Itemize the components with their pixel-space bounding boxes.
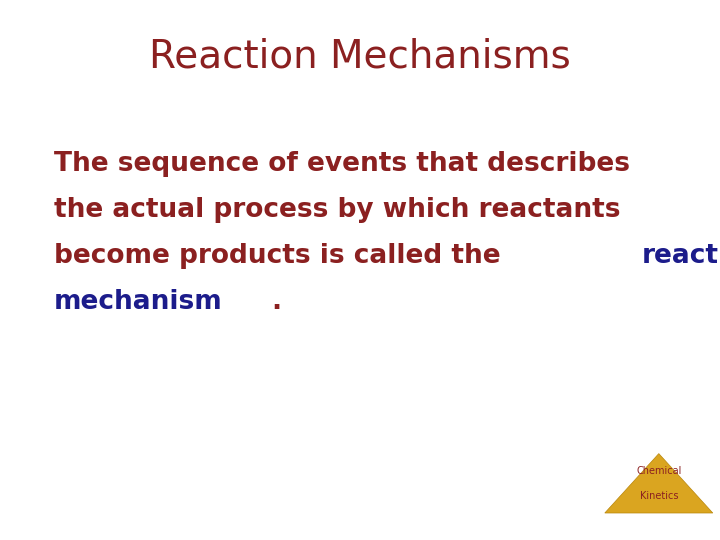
- Polygon shape: [605, 454, 713, 513]
- Text: The sequence of events that describes: The sequence of events that describes: [54, 151, 630, 177]
- Text: .: .: [271, 289, 282, 315]
- Text: Chemical: Chemical: [636, 467, 682, 476]
- Text: Kinetics: Kinetics: [639, 491, 678, 501]
- Text: become products is called the: become products is called the: [54, 243, 510, 269]
- Text: mechanism: mechanism: [54, 289, 222, 315]
- Text: reaction: reaction: [642, 243, 720, 269]
- Text: Reaction Mechanisms: Reaction Mechanisms: [149, 38, 571, 76]
- Text: the actual process by which reactants: the actual process by which reactants: [54, 197, 621, 223]
